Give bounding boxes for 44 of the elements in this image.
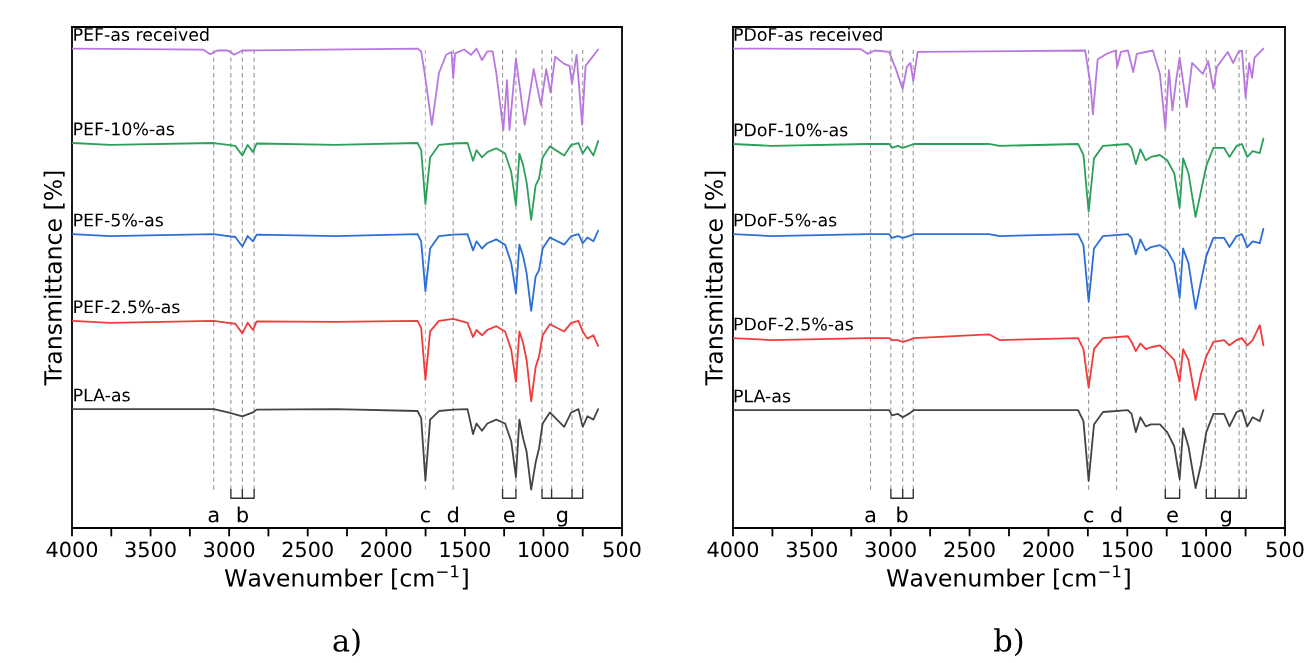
series-label: PEF-10%-as: [74, 122, 175, 136]
series-label: PDoF-2.5%-as: [734, 317, 853, 331]
ref-line-label: b: [237, 506, 248, 523]
x-tick-label: 3000: [865, 541, 916, 558]
series-label: PEF-5%-as: [74, 213, 163, 227]
ref-line-label: a: [865, 510, 876, 523]
x-tick-label: 3000: [204, 541, 255, 558]
y-axis-title: Transmittance [%]: [43, 171, 65, 386]
series-label: PLA-as: [734, 389, 791, 403]
x-tick-label: 500: [603, 541, 641, 558]
text: b): [994, 628, 1023, 657]
ref-line-label: c: [1084, 510, 1094, 523]
series-label: PDoF-10%-as: [734, 123, 848, 137]
series-label: PDoF-5%-as: [734, 213, 837, 227]
x-tick-label: 500: [1266, 541, 1304, 558]
ref-line-label: b: [897, 506, 908, 523]
ref-line-label: e: [1167, 510, 1178, 523]
series-label: PDoF-as received: [734, 27, 882, 42]
series-label: PEF-as received: [74, 27, 209, 42]
x-tick-label: 1000: [1181, 541, 1232, 558]
ref-line-label: g: [1220, 510, 1231, 527]
x-tick-label: 4000: [46, 541, 98, 558]
ref-line-label: c: [420, 510, 430, 523]
x-tick-label: 3500: [125, 541, 176, 558]
x-tick-label: 2000: [361, 541, 412, 558]
y-axis-title: Transmittance [%]: [704, 171, 726, 386]
x-tick-label: 2000: [1023, 541, 1074, 558]
x-axis-title: Wavenumber [cm$^{−1}$]: [224, 565, 468, 590]
x-tick-label: 1500: [1103, 541, 1153, 558]
series-label: PLA-as: [74, 388, 130, 402]
ref-line-label: a: [208, 510, 219, 523]
x-tick-label: 1000: [519, 541, 569, 558]
ref-line-label: d: [1111, 506, 1122, 523]
ref-line-label: g: [556, 510, 568, 527]
text: a): [333, 628, 360, 657]
ref-line-label: d: [447, 506, 458, 523]
x-tick-label: 2500: [282, 541, 333, 558]
x-axis-title: Wavenumber [cm$^{−1}$]: [886, 565, 1130, 590]
ref-line-label: e: [503, 510, 515, 523]
series-label: PEF-2.5%-as: [74, 300, 180, 314]
x-tick-label: 3500: [786, 541, 837, 558]
x-tick-label: 2500: [944, 541, 995, 558]
x-tick-label: 1500: [440, 541, 490, 558]
x-tick-label: 4000: [707, 541, 759, 558]
